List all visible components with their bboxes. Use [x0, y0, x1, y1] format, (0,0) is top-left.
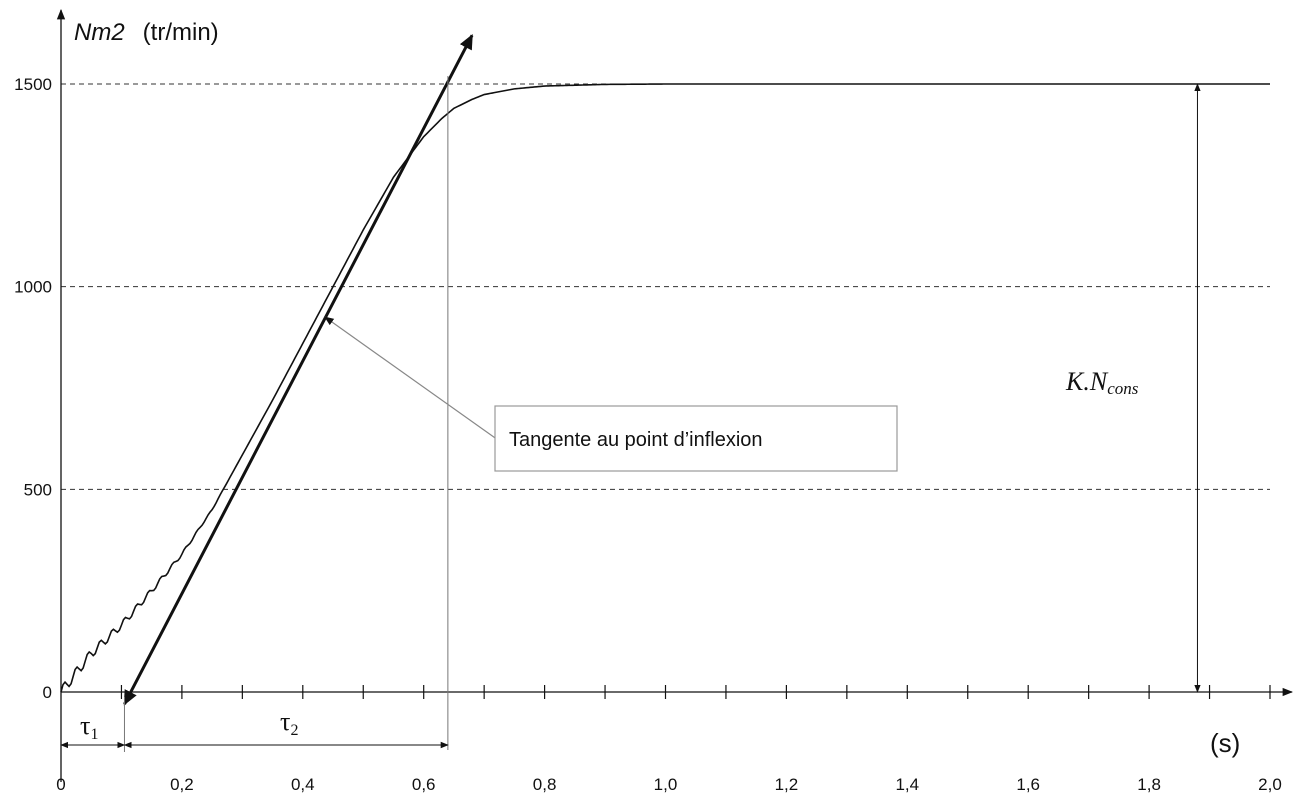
x-tick-label: 0,4 [291, 775, 315, 794]
tau1-symbol: τ [80, 711, 90, 740]
x-tick-labels: 0 0,2 0,4 0,6 0,8 1,0 1,2 1,4 1,6 1,8 2,0 [56, 775, 1282, 794]
y-axis-label: Nm2 (tr/min) [74, 19, 219, 46]
y-tick-label: 1500 [14, 75, 52, 94]
x-tick-label: 1,6 [1016, 775, 1040, 794]
gain-label: K.Ncons [1065, 367, 1139, 398]
x-tick-label: 0 [56, 775, 65, 794]
gain-label-subscript: cons [1107, 379, 1139, 398]
x-tick-label: 0,6 [412, 775, 436, 794]
dimension-annotations [60, 76, 1201, 752]
y-tick-label: 500 [24, 480, 52, 499]
annotation-box [494, 405, 898, 472]
x-axis-unit: (s) [1210, 728, 1240, 758]
y-tick-labels: 0 500 1000 1500 [14, 75, 52, 702]
tangent-layer [123, 34, 474, 706]
x-tick-label: 1,4 [895, 775, 919, 794]
tau2-symbol: τ [280, 707, 290, 736]
x-tick-label: 1,0 [654, 775, 678, 794]
tau2-subscript: 2 [290, 722, 298, 739]
gain-label-main: K.N [1065, 367, 1109, 396]
x-tick-label: 1,8 [1137, 775, 1161, 794]
x-tick-label: 2,0 [1258, 775, 1282, 794]
x-tick-label: 1,2 [775, 775, 799, 794]
tau1-subscript: 1 [90, 726, 98, 743]
tau1-label: τ1 [80, 711, 98, 743]
tangent-line [123, 34, 474, 706]
y-axis-label-unit: (tr/min) [143, 19, 219, 46]
y-axis-label-name: Nm2 [74, 19, 125, 46]
annotation-text: Tangente au point d’inflexion [509, 429, 763, 451]
x-tick-label: 0,8 [533, 775, 557, 794]
y-tick-label: 0 [43, 683, 52, 702]
y-tick-label: 1000 [14, 278, 52, 297]
annotation-leader-arrow [324, 316, 499, 441]
x-tick-label: 0,2 [170, 775, 194, 794]
tau2-label: τ2 [280, 707, 298, 739]
